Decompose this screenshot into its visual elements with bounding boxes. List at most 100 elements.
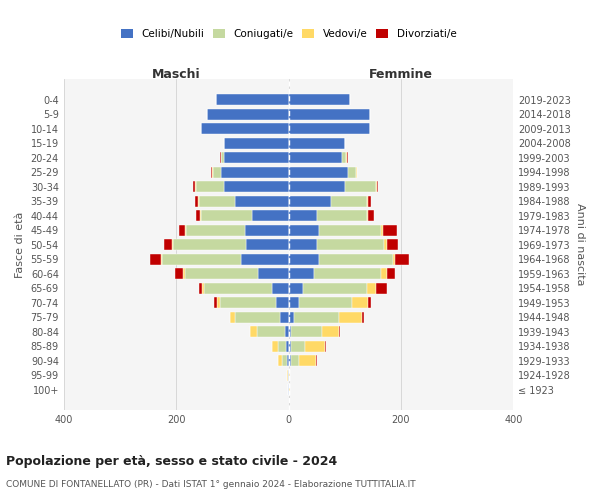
Bar: [278, 355, 283, 366]
Bar: [367, 282, 376, 294]
Bar: [305, 340, 325, 351]
Bar: [319, 224, 382, 235]
Bar: [289, 108, 370, 120]
Bar: [331, 196, 367, 206]
Bar: [221, 166, 289, 177]
Bar: [347, 166, 356, 177]
Bar: [199, 196, 235, 206]
Bar: [384, 239, 387, 250]
Bar: [280, 312, 289, 322]
Bar: [278, 340, 286, 351]
Bar: [299, 297, 352, 308]
Bar: [376, 282, 387, 294]
Bar: [184, 268, 185, 279]
Bar: [230, 312, 235, 322]
Y-axis label: Fasce di età: Fasce di età: [15, 212, 25, 278]
Bar: [173, 239, 247, 250]
Bar: [289, 152, 342, 163]
Bar: [220, 297, 276, 308]
Bar: [247, 239, 289, 250]
Bar: [199, 282, 202, 294]
Bar: [289, 312, 294, 322]
Bar: [289, 254, 319, 264]
Bar: [224, 152, 289, 163]
Bar: [368, 196, 371, 206]
Bar: [283, 355, 287, 366]
Bar: [241, 254, 289, 264]
Bar: [289, 370, 290, 380]
Bar: [395, 254, 409, 264]
Bar: [302, 282, 367, 294]
Bar: [204, 282, 272, 294]
Bar: [382, 268, 387, 279]
Bar: [272, 282, 289, 294]
Legend: Celibi/Nubili, Coniugati/e, Vedovi/e, Divorziati/e: Celibi/Nubili, Coniugati/e, Vedovi/e, Di…: [116, 24, 461, 44]
Bar: [289, 94, 350, 105]
Bar: [289, 282, 302, 294]
Bar: [250, 326, 257, 337]
Bar: [368, 297, 371, 308]
Y-axis label: Anni di nascita: Anni di nascita: [575, 204, 585, 286]
Bar: [196, 210, 200, 221]
Bar: [287, 355, 289, 366]
Bar: [161, 254, 162, 264]
Bar: [224, 138, 289, 148]
Bar: [289, 181, 345, 192]
Bar: [186, 224, 245, 235]
Bar: [317, 210, 367, 221]
Bar: [367, 196, 368, 206]
Bar: [224, 181, 289, 192]
Bar: [195, 196, 197, 206]
Bar: [314, 268, 382, 279]
Bar: [289, 123, 370, 134]
Bar: [342, 152, 346, 163]
Bar: [164, 239, 172, 250]
Bar: [289, 355, 291, 366]
Bar: [235, 312, 280, 322]
Bar: [289, 297, 299, 308]
Bar: [345, 181, 376, 192]
Bar: [289, 196, 331, 206]
Bar: [276, 297, 289, 308]
Bar: [235, 196, 289, 206]
Text: COMUNE DI FONTANELLATO (PR) - Dati ISTAT 1° gennaio 2024 - Elaborazione TUTTITAL: COMUNE DI FONTANELLATO (PR) - Dati ISTAT…: [6, 480, 416, 489]
Bar: [257, 268, 289, 279]
Bar: [245, 224, 289, 235]
Bar: [221, 152, 224, 163]
Bar: [322, 326, 339, 337]
Bar: [196, 181, 224, 192]
Bar: [316, 355, 317, 366]
Bar: [289, 340, 292, 351]
Bar: [200, 210, 202, 221]
Bar: [207, 108, 289, 120]
Bar: [185, 268, 257, 279]
Bar: [325, 340, 326, 351]
Bar: [339, 312, 362, 322]
Bar: [317, 239, 384, 250]
Bar: [289, 239, 317, 250]
Bar: [257, 326, 284, 337]
Bar: [185, 224, 186, 235]
Bar: [387, 268, 395, 279]
Text: Maschi: Maschi: [152, 68, 200, 80]
Bar: [212, 166, 213, 177]
Bar: [284, 326, 289, 337]
Bar: [294, 312, 339, 322]
Bar: [339, 326, 340, 337]
Bar: [289, 210, 317, 221]
Bar: [213, 166, 221, 177]
Bar: [299, 355, 316, 366]
Bar: [289, 224, 319, 235]
Text: Popolazione per età, sesso e stato civile - 2024: Popolazione per età, sesso e stato civil…: [6, 455, 337, 468]
Bar: [286, 340, 289, 351]
Bar: [291, 355, 299, 366]
Bar: [202, 123, 289, 134]
Bar: [179, 224, 185, 235]
Bar: [252, 210, 289, 221]
Bar: [289, 326, 292, 337]
Bar: [202, 210, 252, 221]
Bar: [292, 326, 322, 337]
Bar: [150, 254, 161, 264]
Bar: [272, 340, 278, 351]
Bar: [197, 196, 199, 206]
